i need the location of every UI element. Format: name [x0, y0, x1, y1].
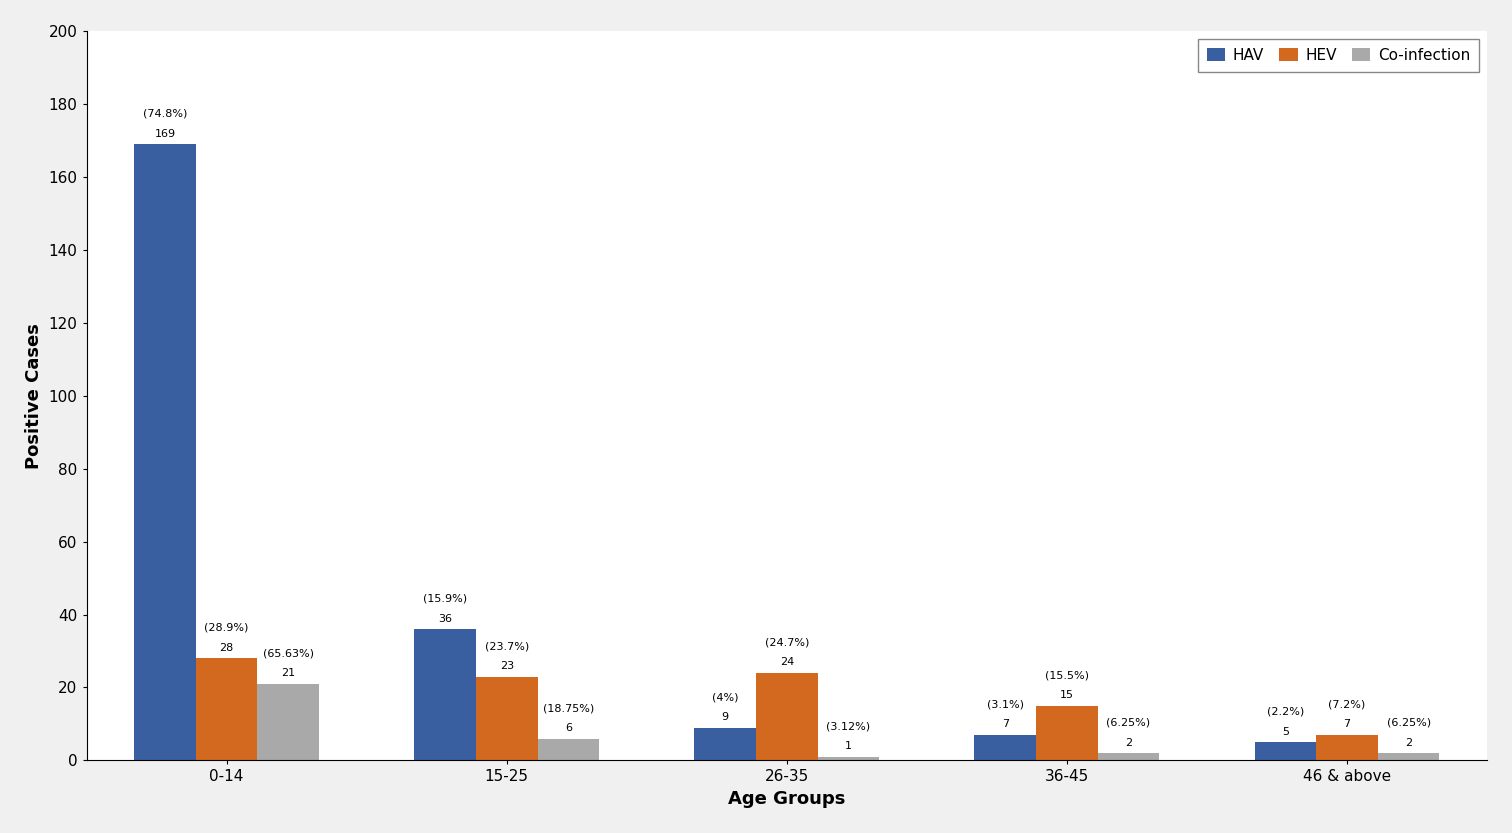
Bar	[1255, 742, 1315, 761]
Bar	[694, 727, 756, 761]
Text: (65.63%): (65.63%)	[263, 648, 314, 658]
Text: (7.2%): (7.2%)	[1329, 700, 1365, 710]
Text: (6.25%): (6.25%)	[1107, 717, 1151, 727]
Bar	[818, 756, 878, 761]
Text: (28.9%): (28.9%)	[204, 623, 249, 633]
Text: (3.12%): (3.12%)	[827, 721, 871, 731]
Text: (23.7%): (23.7%)	[484, 641, 529, 651]
Bar	[538, 739, 599, 761]
Text: 7: 7	[1001, 720, 1009, 730]
Text: (74.8%): (74.8%)	[142, 108, 187, 118]
Text: 6: 6	[565, 723, 572, 733]
Text: 2: 2	[1405, 738, 1412, 748]
Text: 1: 1	[845, 741, 851, 751]
Bar	[1315, 735, 1377, 761]
Text: 2: 2	[1125, 738, 1132, 748]
Text: 28: 28	[219, 643, 234, 653]
Bar	[476, 676, 538, 761]
Text: (4%): (4%)	[712, 692, 738, 702]
Text: 9: 9	[721, 712, 729, 722]
Text: 169: 169	[154, 128, 175, 138]
Bar	[1377, 753, 1439, 761]
Legend: HAV, HEV, Co-infection: HAV, HEV, Co-infection	[1198, 38, 1479, 72]
Bar	[197, 658, 257, 761]
Text: 36: 36	[438, 614, 452, 624]
Text: (6.25%): (6.25%)	[1387, 717, 1430, 727]
Y-axis label: Positive Cases: Positive Cases	[26, 322, 42, 469]
Text: (15.9%): (15.9%)	[423, 594, 467, 604]
Text: 7: 7	[1343, 720, 1350, 730]
Text: 21: 21	[281, 668, 295, 678]
Text: 23: 23	[499, 661, 514, 671]
Bar	[974, 735, 1036, 761]
Text: (18.75%): (18.75%)	[543, 703, 594, 713]
Bar	[1036, 706, 1098, 761]
Bar	[135, 144, 197, 761]
Text: 5: 5	[1282, 726, 1288, 736]
Text: (24.7%): (24.7%)	[765, 637, 809, 647]
Text: (15.5%): (15.5%)	[1045, 671, 1089, 681]
Bar	[756, 673, 818, 761]
Bar	[257, 684, 319, 761]
Text: (3.1%): (3.1%)	[987, 700, 1024, 710]
Text: 24: 24	[780, 657, 794, 667]
Bar	[1098, 753, 1160, 761]
Bar	[414, 629, 476, 761]
Text: 15: 15	[1060, 691, 1074, 701]
Text: (2.2%): (2.2%)	[1267, 706, 1303, 716]
X-axis label: Age Groups: Age Groups	[729, 790, 845, 808]
